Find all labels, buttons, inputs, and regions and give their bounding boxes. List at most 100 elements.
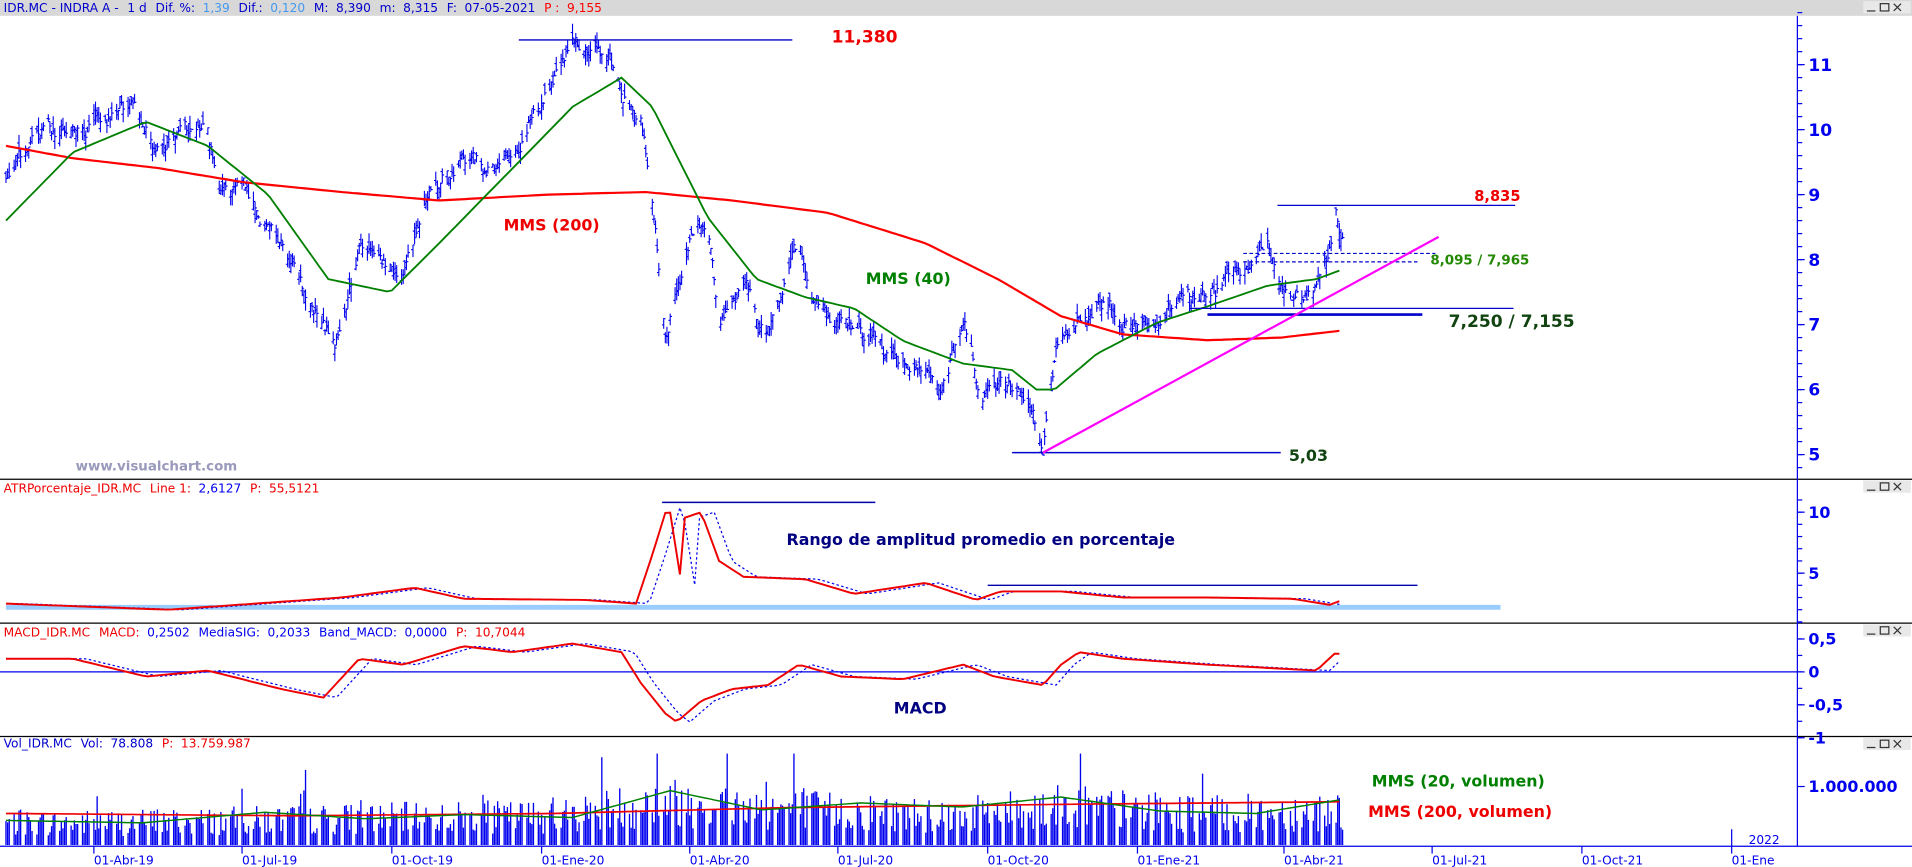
price-bar [600, 53, 604, 65]
price-bar [1033, 420, 1037, 431]
price-bar [1055, 337, 1060, 348]
price-bar [787, 257, 791, 275]
price-bar [440, 168, 445, 183]
price-bar [183, 116, 187, 130]
price-bar [1335, 218, 1340, 229]
price-bar [679, 270, 684, 285]
price-bar [907, 366, 912, 381]
price-bar [709, 247, 713, 255]
maximize-icon[interactable] [1879, 626, 1890, 635]
close-icon[interactable] [1893, 626, 1902, 635]
price-bar [48, 121, 52, 134]
close-icon[interactable] [1893, 3, 1902, 12]
price-bar [733, 292, 738, 310]
price-bar [793, 248, 798, 253]
close-icon[interactable] [1893, 739, 1902, 748]
price-bar [337, 319, 342, 332]
maximize-icon[interactable] [1879, 3, 1890, 12]
price-bar [251, 191, 256, 211]
price-bar [941, 378, 946, 394]
price-bar [754, 318, 759, 329]
atr-axis-tick-label: 5 [1808, 564, 1819, 583]
price-bar [656, 262, 661, 277]
price-bar [551, 71, 555, 88]
window-buttons [1863, 1, 1911, 14]
price-bar [1243, 261, 1247, 285]
macd-line [5, 642, 1340, 722]
price-bar [429, 186, 433, 191]
price-bar [1124, 317, 1128, 326]
volume-axis-tick-label: 1.000.000 [1808, 777, 1897, 796]
price-bar [280, 240, 285, 252]
title-bar [0, 0, 1912, 16]
date-value: 07-05-2021 [465, 1, 536, 15]
chart-header: IDR.MC - INDRA A - 1 d Dif. %: 1,39 Dif.… [4, 1, 602, 15]
support-label: 7,250 / 7,155 [1449, 312, 1575, 332]
price-bar [463, 154, 467, 175]
price-bar [321, 307, 326, 323]
price-bar [411, 244, 415, 258]
price-bar [178, 117, 183, 133]
period: 1 d [127, 1, 146, 15]
window-buttons [1863, 480, 1911, 493]
macd-band-value: 0,0000 [405, 626, 448, 640]
price-bar [149, 131, 153, 150]
price-bar [310, 301, 314, 313]
price-bar [212, 156, 217, 169]
maximize-icon[interactable] [1879, 739, 1890, 749]
price-bar [163, 144, 168, 162]
price-bar [269, 222, 274, 232]
price-bar [976, 385, 980, 399]
price-bar [166, 129, 171, 148]
price-bar [1015, 382, 1019, 400]
price-bar [1153, 319, 1158, 333]
price-bar [980, 397, 985, 411]
volume-name: Vol_IDR.MC [4, 736, 72, 750]
watermark: www.visualchart.com [76, 460, 238, 475]
price-bar [801, 255, 806, 273]
price-bar [536, 102, 541, 117]
price-bar [206, 127, 210, 135]
price-bar [1314, 280, 1319, 288]
price-bar [471, 146, 476, 164]
price-bar [552, 70, 557, 77]
price-bar [1246, 259, 1250, 275]
price-bar [577, 39, 581, 51]
price-bar [52, 127, 57, 149]
atr-line-value: 2,6127 [199, 482, 242, 496]
price-bar [404, 254, 409, 271]
price-bar [1044, 411, 1049, 423]
price-bar [253, 201, 257, 224]
price-bar [344, 308, 349, 321]
high-label: 11,380 [832, 28, 898, 48]
macd-value: 0,2502 [147, 626, 190, 640]
price-bar [1112, 304, 1117, 326]
price-bar [1317, 273, 1322, 290]
price-bar [292, 255, 296, 268]
atr-p-label: P: [250, 482, 261, 496]
price-bar [839, 309, 843, 324]
trendline[interactable] [1042, 235, 1440, 454]
price-bar [1130, 320, 1135, 336]
price-bar [1226, 261, 1231, 283]
price-bar [155, 142, 160, 151]
macd-sig-label: MediaSIG: [199, 626, 260, 640]
price-bar [26, 146, 31, 159]
x-axis-label: 01-Oct-19 [392, 854, 453, 867]
price-bar [7, 162, 12, 179]
price-bar [326, 320, 331, 335]
price-bar [543, 82, 547, 96]
price-bar [75, 124, 80, 142]
atr-line [5, 511, 1340, 611]
close-icon[interactable] [1893, 482, 1902, 491]
price-bar [974, 378, 979, 390]
price-bar [333, 344, 337, 362]
price-bar [849, 319, 853, 336]
macd-axis-tick-label: -1 [1808, 728, 1826, 747]
price-bar [712, 276, 716, 286]
maximize-icon[interactable] [1879, 482, 1890, 491]
price-bar [930, 374, 935, 384]
price-bar [254, 210, 259, 221]
price-bar [972, 367, 977, 379]
